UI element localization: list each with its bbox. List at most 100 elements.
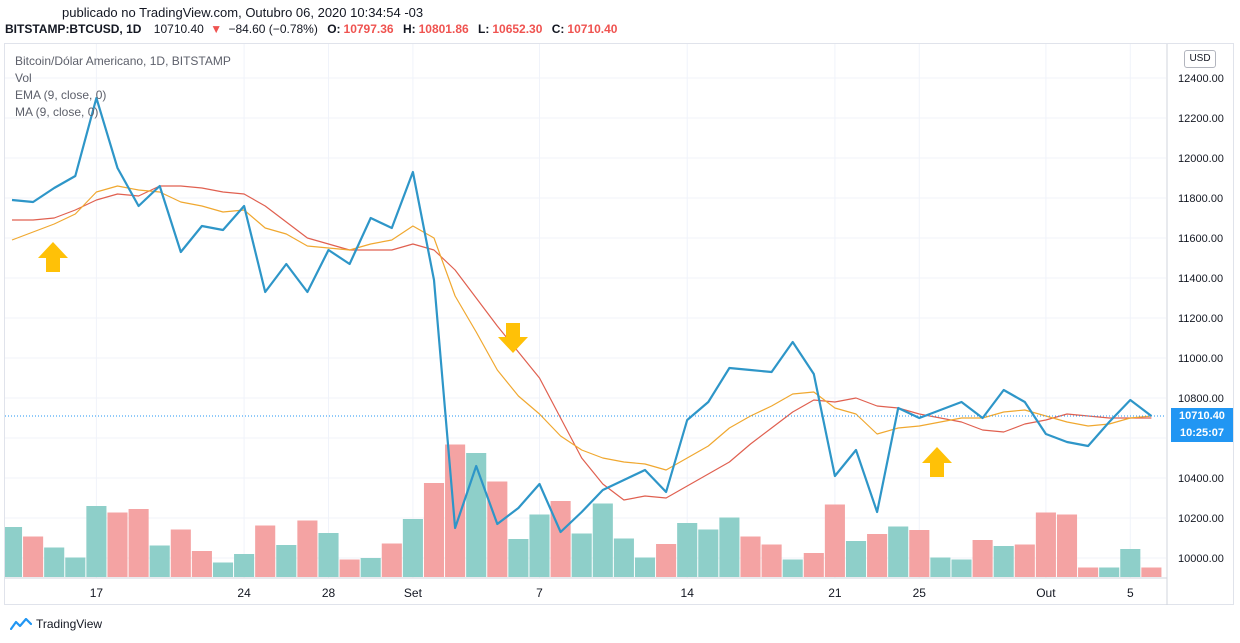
legend-ma[interactable]: MA (9, close, 0) bbox=[15, 105, 99, 119]
volume-bar bbox=[297, 520, 318, 577]
grid-lines bbox=[5, 44, 1166, 578]
volume-bar bbox=[212, 562, 234, 577]
volume-bar bbox=[234, 554, 255, 577]
y-tick-label: 10400.00 bbox=[1178, 473, 1224, 485]
volume-bar bbox=[5, 527, 23, 577]
volume-bar bbox=[993, 546, 1014, 577]
volume-bar bbox=[487, 481, 508, 577]
volume-bar bbox=[529, 514, 550, 577]
volume-bar bbox=[466, 453, 487, 577]
x-tick-label: 24 bbox=[237, 586, 251, 600]
y-tick-label: 10200.00 bbox=[1178, 513, 1224, 525]
volume-bar bbox=[803, 553, 824, 577]
x-tick-label: 7 bbox=[536, 586, 543, 600]
y-tick-label: 11400.00 bbox=[1178, 273, 1223, 285]
countdown-tag: 10:25:07 bbox=[1171, 425, 1233, 442]
last-price: 10710.40 bbox=[153, 22, 204, 36]
volume-bar bbox=[255, 525, 276, 577]
volume-bar bbox=[276, 545, 297, 577]
volume-bar bbox=[930, 557, 951, 577]
volume-bar bbox=[445, 444, 466, 577]
symbol-line: BITSTAMP:BTCUSD, 1D 10710.40 ▼ −84.60 (−… bbox=[5, 22, 623, 36]
high-label: H: bbox=[402, 22, 416, 36]
y-tick-label: 11000.00 bbox=[1178, 353, 1223, 365]
down-arrow-icon bbox=[498, 323, 528, 353]
open-label: O: bbox=[327, 22, 341, 36]
currency-badge[interactable]: USD bbox=[1184, 50, 1216, 68]
price-line bbox=[11, 96, 1153, 534]
last-price-tag: 10710.40 bbox=[1171, 407, 1233, 425]
x-tick-label: 21 bbox=[828, 586, 842, 600]
volume-bar bbox=[867, 534, 888, 577]
volume-bar bbox=[1035, 512, 1056, 577]
volume-bar bbox=[423, 483, 445, 577]
legend-title[interactable]: Bitcoin/Dólar Americano, 1D, BITSTAMP bbox=[15, 54, 231, 68]
symbol-name[interactable]: BITSTAMP:BTCUSD, 1D bbox=[5, 22, 142, 36]
volume-bar bbox=[845, 541, 867, 577]
up-arrow-icon bbox=[38, 242, 68, 272]
volume-bars bbox=[5, 444, 1162, 577]
volume-bar bbox=[508, 539, 529, 577]
close-label: C: bbox=[551, 22, 565, 36]
volume-bar bbox=[1120, 549, 1141, 577]
volume-bar bbox=[149, 545, 170, 577]
price-change: −84.60 (−0.78%) bbox=[228, 22, 318, 36]
y-tick-label: 10800.00 bbox=[1178, 393, 1224, 405]
volume-bar bbox=[782, 559, 803, 577]
volume-bar bbox=[318, 533, 339, 577]
volume-bar bbox=[824, 504, 845, 577]
low-value: 10652.30 bbox=[492, 22, 543, 36]
high-value: 10801.86 bbox=[418, 22, 469, 36]
y-tick-label: 12000.00 bbox=[1178, 153, 1224, 165]
y-tick-label: 10000.00 bbox=[1178, 553, 1224, 565]
x-tick-label: 14 bbox=[681, 586, 695, 600]
volume-bar bbox=[1099, 567, 1120, 577]
volume-bar bbox=[65, 557, 86, 577]
legend-vol[interactable]: Vol bbox=[15, 71, 32, 85]
x-tick-label: 28 bbox=[322, 586, 336, 600]
annotation-arrows bbox=[38, 242, 952, 477]
volume-bar bbox=[740, 536, 761, 577]
y-tick-label: 12200.00 bbox=[1178, 113, 1224, 125]
footer-brand[interactable]: TradingView bbox=[10, 617, 102, 631]
volume-bar bbox=[191, 551, 212, 577]
ema-line bbox=[11, 185, 1152, 471]
open-value: 10797.36 bbox=[343, 22, 394, 36]
volume-bar bbox=[170, 529, 191, 577]
volume-bar bbox=[339, 559, 360, 577]
close-value: 10710.40 bbox=[567, 22, 618, 36]
volume-bar bbox=[677, 523, 698, 577]
volume-bar bbox=[44, 547, 65, 577]
y-tick-label: 11800.00 bbox=[1178, 193, 1223, 205]
volume-bar bbox=[86, 506, 107, 577]
y-tick-label: 11600.00 bbox=[1178, 233, 1223, 245]
chart-legend: Bitcoin/Dólar Americano, 1D, BITSTAMP Vo… bbox=[15, 53, 231, 121]
price-axis: 10000.0010200.0010400.0010600.0010800.00… bbox=[1166, 44, 1224, 605]
time-axis: 17 24 28 Set 7 14 21 25 Out 5 bbox=[5, 577, 1167, 600]
chart-frame[interactable] bbox=[4, 43, 1234, 605]
volume-bar bbox=[1078, 567, 1099, 577]
volume-bar bbox=[360, 558, 381, 577]
volume-bar bbox=[402, 519, 423, 577]
volume-bar bbox=[592, 503, 613, 577]
y-tick-label: 11200.00 bbox=[1178, 313, 1223, 325]
volume-bar bbox=[719, 517, 740, 577]
volume-bar bbox=[761, 544, 782, 577]
brand-name: TradingView bbox=[36, 617, 103, 631]
ma-line bbox=[12, 185, 1152, 501]
volume-bar bbox=[571, 533, 592, 577]
volume-bar bbox=[634, 557, 656, 577]
change-down-icon: ▼ bbox=[210, 22, 223, 36]
legend-ema[interactable]: EMA (9, close, 0) bbox=[15, 88, 107, 102]
volume-bar bbox=[107, 512, 128, 577]
volume-bar bbox=[23, 536, 44, 577]
volume-bar bbox=[888, 526, 909, 577]
tradingview-logo-icon bbox=[10, 618, 32, 630]
series-lines bbox=[5, 96, 1166, 534]
volume-bar bbox=[909, 530, 930, 577]
volume-bar bbox=[1141, 567, 1162, 577]
volume-bar bbox=[698, 529, 719, 577]
volume-bar bbox=[128, 509, 149, 577]
low-label: L: bbox=[478, 22, 490, 36]
